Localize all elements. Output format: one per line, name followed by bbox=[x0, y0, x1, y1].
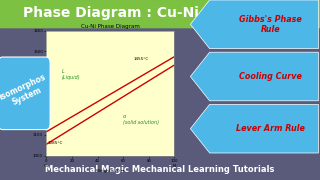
Text: Lever Arm Rule: Lever Arm Rule bbox=[236, 124, 305, 133]
Text: α
(solid solution): α (solid solution) bbox=[123, 114, 159, 125]
Text: L
(Liquid): L (Liquid) bbox=[62, 69, 80, 80]
Text: Isomorphos
System: Isomorphos System bbox=[0, 72, 52, 111]
FancyBboxPatch shape bbox=[0, 0, 320, 28]
Text: Cooling Curve: Cooling Curve bbox=[239, 72, 302, 81]
FancyBboxPatch shape bbox=[0, 57, 50, 130]
Text: 1455°C: 1455°C bbox=[133, 57, 149, 61]
Text: Gibbs's Phase
Rule: Gibbs's Phase Rule bbox=[239, 15, 302, 34]
X-axis label: Weight% Ni →: Weight% Ni → bbox=[96, 169, 124, 173]
Text: Phase Diagram : Cu-Ni Binary Alloy: Phase Diagram : Cu-Ni Binary Alloy bbox=[23, 6, 297, 20]
Title: Cu-Ni Phase Diagram: Cu-Ni Phase Diagram bbox=[81, 24, 140, 29]
Text: Mechanical Magic Mechanical Learning Tutorials: Mechanical Magic Mechanical Learning Tut… bbox=[45, 165, 275, 174]
Y-axis label: Temperature ( ): Temperature ( ) bbox=[28, 77, 32, 109]
Text: 1085°C: 1085°C bbox=[48, 141, 63, 145]
